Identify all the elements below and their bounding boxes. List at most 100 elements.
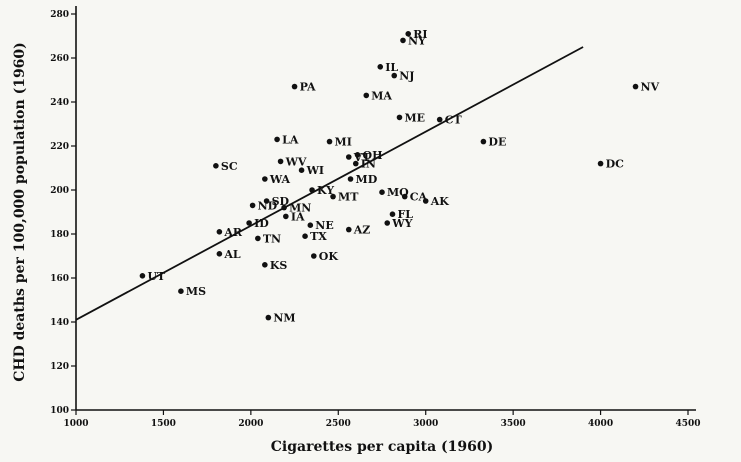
- point-label: AZ: [353, 224, 371, 237]
- x-tick-label: 1000: [63, 419, 88, 429]
- data-point: [255, 235, 261, 242]
- x-tick-label: 2000: [238, 419, 263, 429]
- y-tick-label: 260: [50, 54, 69, 64]
- x-tick-label: 2500: [326, 419, 351, 429]
- point-label: FL: [397, 208, 413, 221]
- point-label: IA: [291, 210, 305, 223]
- data-point: [405, 31, 412, 37]
- point-label: NE: [315, 219, 333, 232]
- point-label: AR: [223, 226, 243, 239]
- data-point: [309, 187, 315, 193]
- point-label: WA: [269, 173, 291, 186]
- point-label: MS: [186, 285, 206, 298]
- data-point: [281, 204, 287, 211]
- data-point: [352, 160, 359, 167]
- point-label: PA: [300, 81, 316, 94]
- data-point: [283, 213, 289, 220]
- x-tick-label: 1500: [151, 419, 176, 429]
- data-point: [139, 273, 146, 279]
- data-point: [216, 251, 223, 257]
- point-label: UT: [147, 270, 166, 283]
- y-tick-label: 140: [50, 318, 69, 328]
- data-point: [377, 64, 384, 70]
- data-point: [391, 72, 398, 79]
- data-point: [345, 226, 352, 233]
- data-point: [597, 160, 604, 167]
- point-label: MN: [289, 202, 311, 215]
- point-label: IL: [385, 61, 398, 74]
- axes: [75, 6, 696, 411]
- data-point: [354, 152, 361, 158]
- data-point: [262, 262, 268, 268]
- point-label: ID: [254, 217, 269, 230]
- point-label: DC: [606, 158, 625, 171]
- y-tick-label: 100: [50, 406, 69, 416]
- data-point: [265, 314, 272, 321]
- data-point: [480, 138, 487, 145]
- data-point: [274, 136, 280, 143]
- point-label: OK: [319, 250, 339, 263]
- point-label: ME: [404, 111, 425, 124]
- point-label: KY: [317, 184, 334, 197]
- data-point: [401, 193, 408, 200]
- data-point: [384, 220, 391, 226]
- data-point: [436, 116, 443, 123]
- point-label: NY: [408, 34, 426, 47]
- data-point: [363, 92, 370, 99]
- point-label: WI: [306, 164, 325, 177]
- y-tick-label: 180: [50, 230, 69, 240]
- point-label: SD: [272, 195, 290, 208]
- data-point: [291, 83, 298, 90]
- point-label: MI: [335, 136, 352, 149]
- data-point: [422, 198, 429, 204]
- point-label: MD: [356, 173, 378, 186]
- y-tick-label: 240: [50, 98, 69, 108]
- point-label: OH: [363, 149, 383, 162]
- point-label: RI: [413, 28, 427, 41]
- x-axis-title: Cigarettes per capita (1960): [271, 439, 493, 455]
- x-tick-label: 3000: [413, 419, 438, 429]
- y-tick-label: 160: [50, 274, 69, 284]
- trend-line-group: [75, 46, 584, 321]
- y-tick-label: 220: [50, 142, 69, 152]
- data-point: [178, 288, 184, 295]
- x-tick-label: 4500: [675, 419, 700, 429]
- point-label: CT: [445, 114, 463, 127]
- data-point: [632, 83, 639, 90]
- point-label: MA: [371, 89, 392, 102]
- data-point: [263, 198, 270, 204]
- data-point: [302, 233, 308, 239]
- point-label: NV: [641, 81, 660, 94]
- point-label: ND: [258, 199, 278, 212]
- point-label: DE: [488, 136, 506, 149]
- data-point: [330, 193, 336, 200]
- data-point: [249, 202, 256, 209]
- x-tick-label: 3500: [501, 419, 526, 429]
- data-point: [262, 176, 268, 182]
- axis-ticks: 1000 1500 2000 2500 3000 3500 4000 4500 100 120 14…: [50, 10, 700, 429]
- point-label: MT: [338, 191, 359, 204]
- y-tick-label: 120: [50, 362, 69, 372]
- data-point: [347, 176, 354, 182]
- x-tick-label: 4000: [588, 419, 613, 429]
- point-label: KS: [270, 259, 288, 272]
- point-label: VT: [353, 151, 372, 164]
- y-tick-label: 280: [50, 10, 69, 20]
- point-label: AL: [223, 248, 241, 261]
- data-point: [216, 229, 223, 235]
- data-point: [277, 158, 284, 165]
- data-point: [326, 138, 333, 145]
- data-point: [213, 163, 219, 169]
- data-point: [389, 211, 396, 217]
- point-label: WV: [285, 155, 307, 168]
- point-label: WY: [391, 217, 412, 230]
- data-point: [345, 154, 352, 160]
- point-label: SC: [221, 160, 238, 173]
- data-point: [307, 222, 314, 228]
- point-label: LA: [282, 133, 299, 146]
- y-axis-title: CHD deaths per 100,000 population (1960): [12, 42, 28, 382]
- point-label: TX: [310, 230, 327, 243]
- point-label: NM: [273, 312, 295, 325]
